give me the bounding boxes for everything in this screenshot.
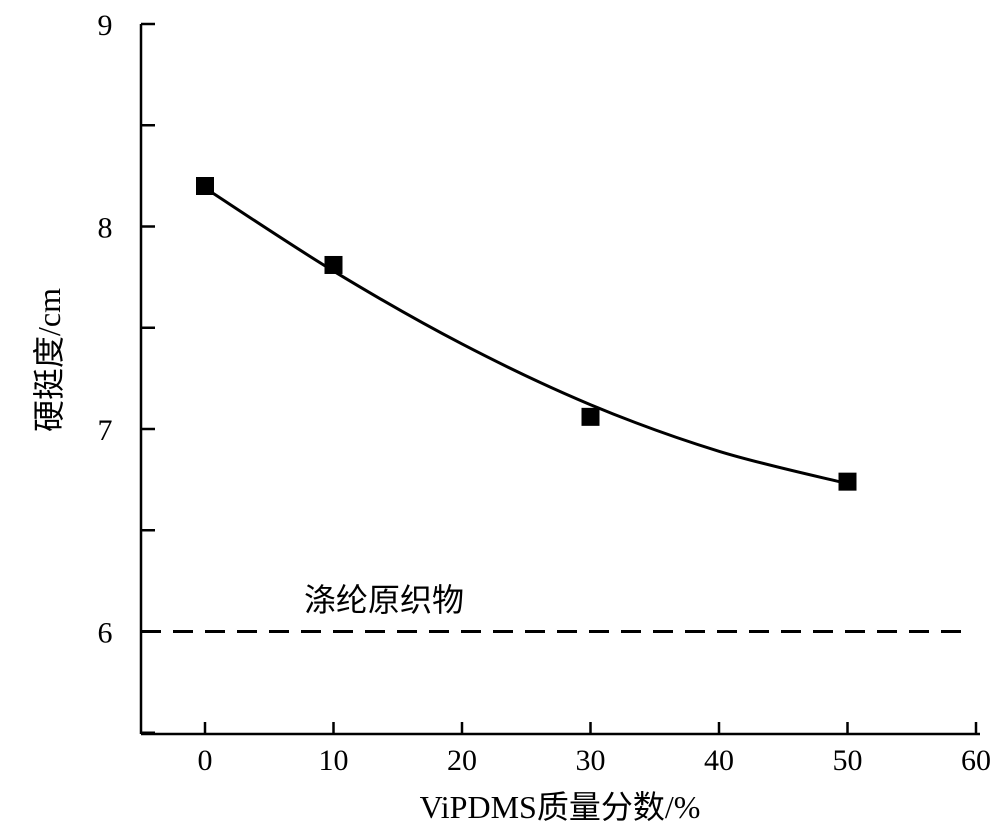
data-point xyxy=(838,472,857,491)
data-point xyxy=(581,407,600,426)
x-tick-label: 20 xyxy=(447,744,477,777)
fit-curve xyxy=(204,186,848,486)
reference-line-label: 涤纶原织物 xyxy=(304,581,464,619)
x-tick-label: 50 xyxy=(833,744,863,777)
x-ticks: 0 10 20 30 40 50 60 xyxy=(198,722,991,777)
x-tick-label: 30 xyxy=(576,744,606,777)
data-point xyxy=(196,177,214,195)
y-tick-label: 9 xyxy=(98,9,113,42)
data-point xyxy=(324,255,343,274)
data-points xyxy=(196,177,857,491)
y-tick-label: 6 xyxy=(98,617,113,650)
y-ticks: 6 7 8 9 xyxy=(98,9,155,734)
x-tick-label: 0 xyxy=(198,744,213,777)
x-axis-title: ViPDMS质量分数/% xyxy=(420,789,701,825)
x-tick-label: 40 xyxy=(704,744,734,777)
reference-line-group: 涤纶原织物 xyxy=(141,581,962,633)
y-tick-label: 7 xyxy=(98,414,113,447)
y-tick-label: 8 xyxy=(98,212,113,245)
x-tick-label: 10 xyxy=(319,744,349,777)
axes xyxy=(139,24,980,736)
x-tick-label: 60 xyxy=(961,744,991,777)
y-axis-title: 硬挺度/cm xyxy=(31,288,67,432)
